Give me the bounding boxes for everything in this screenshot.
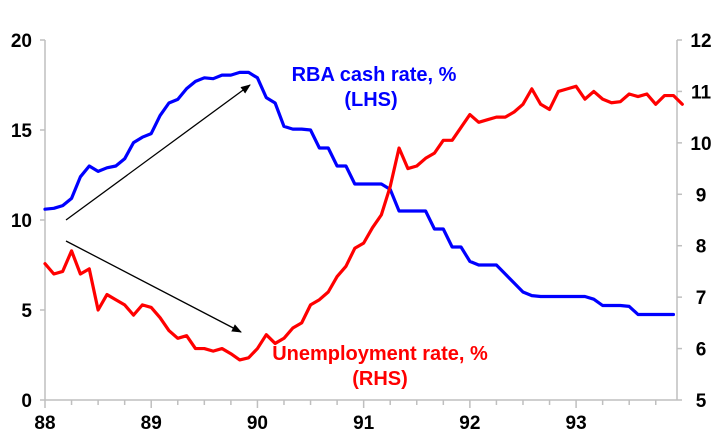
unemployment-trend-arrow [65,240,242,333]
right-y-tick-label: 6 [696,340,707,361]
left-y-tick-label: 5 [21,301,32,322]
cash-rate-label: RBA cash rate, % [292,64,457,86]
right-y-tick-label: 10 [690,134,711,155]
unemployment-rate-label: Unemployment rate, % [272,343,488,365]
x-tick-label: 90 [247,413,268,434]
left-y-tick-label: 10 [11,211,32,232]
x-tick-label: 92 [459,413,480,434]
left-y-tick-label: 20 [11,31,32,52]
x-tick-label: 93 [566,413,587,434]
cash-rate-series-line [43,70,676,317]
x-tick-label: 88 [34,413,55,434]
series-lines [43,70,684,362]
right-y-tick-label: 11 [691,82,712,103]
left-y-tick-label: 0 [21,391,32,412]
right-y-tick-label: 7 [696,288,707,309]
unemployment-rate-series-line [43,84,684,362]
cash-rate-trend-arrow [65,84,251,221]
unemployment-rate-axis-note: (RHS) [352,368,408,390]
right-y-tick-label: 5 [696,391,707,412]
cash-rate-axis-note: (LHS) [344,89,397,111]
right-y-tick-label: 12 [690,31,711,52]
series-annotations: RBA cash rate, % (LHS) Unemployment rate… [272,64,488,390]
x-tick-label: 89 [141,413,162,434]
x-tick-label: 91 [353,413,375,434]
trend-arrows [65,84,251,333]
right-y-tick-label: 8 [696,237,707,258]
right-y-tick-label: 9 [696,185,707,206]
left-y-tick-label: 15 [11,121,33,142]
